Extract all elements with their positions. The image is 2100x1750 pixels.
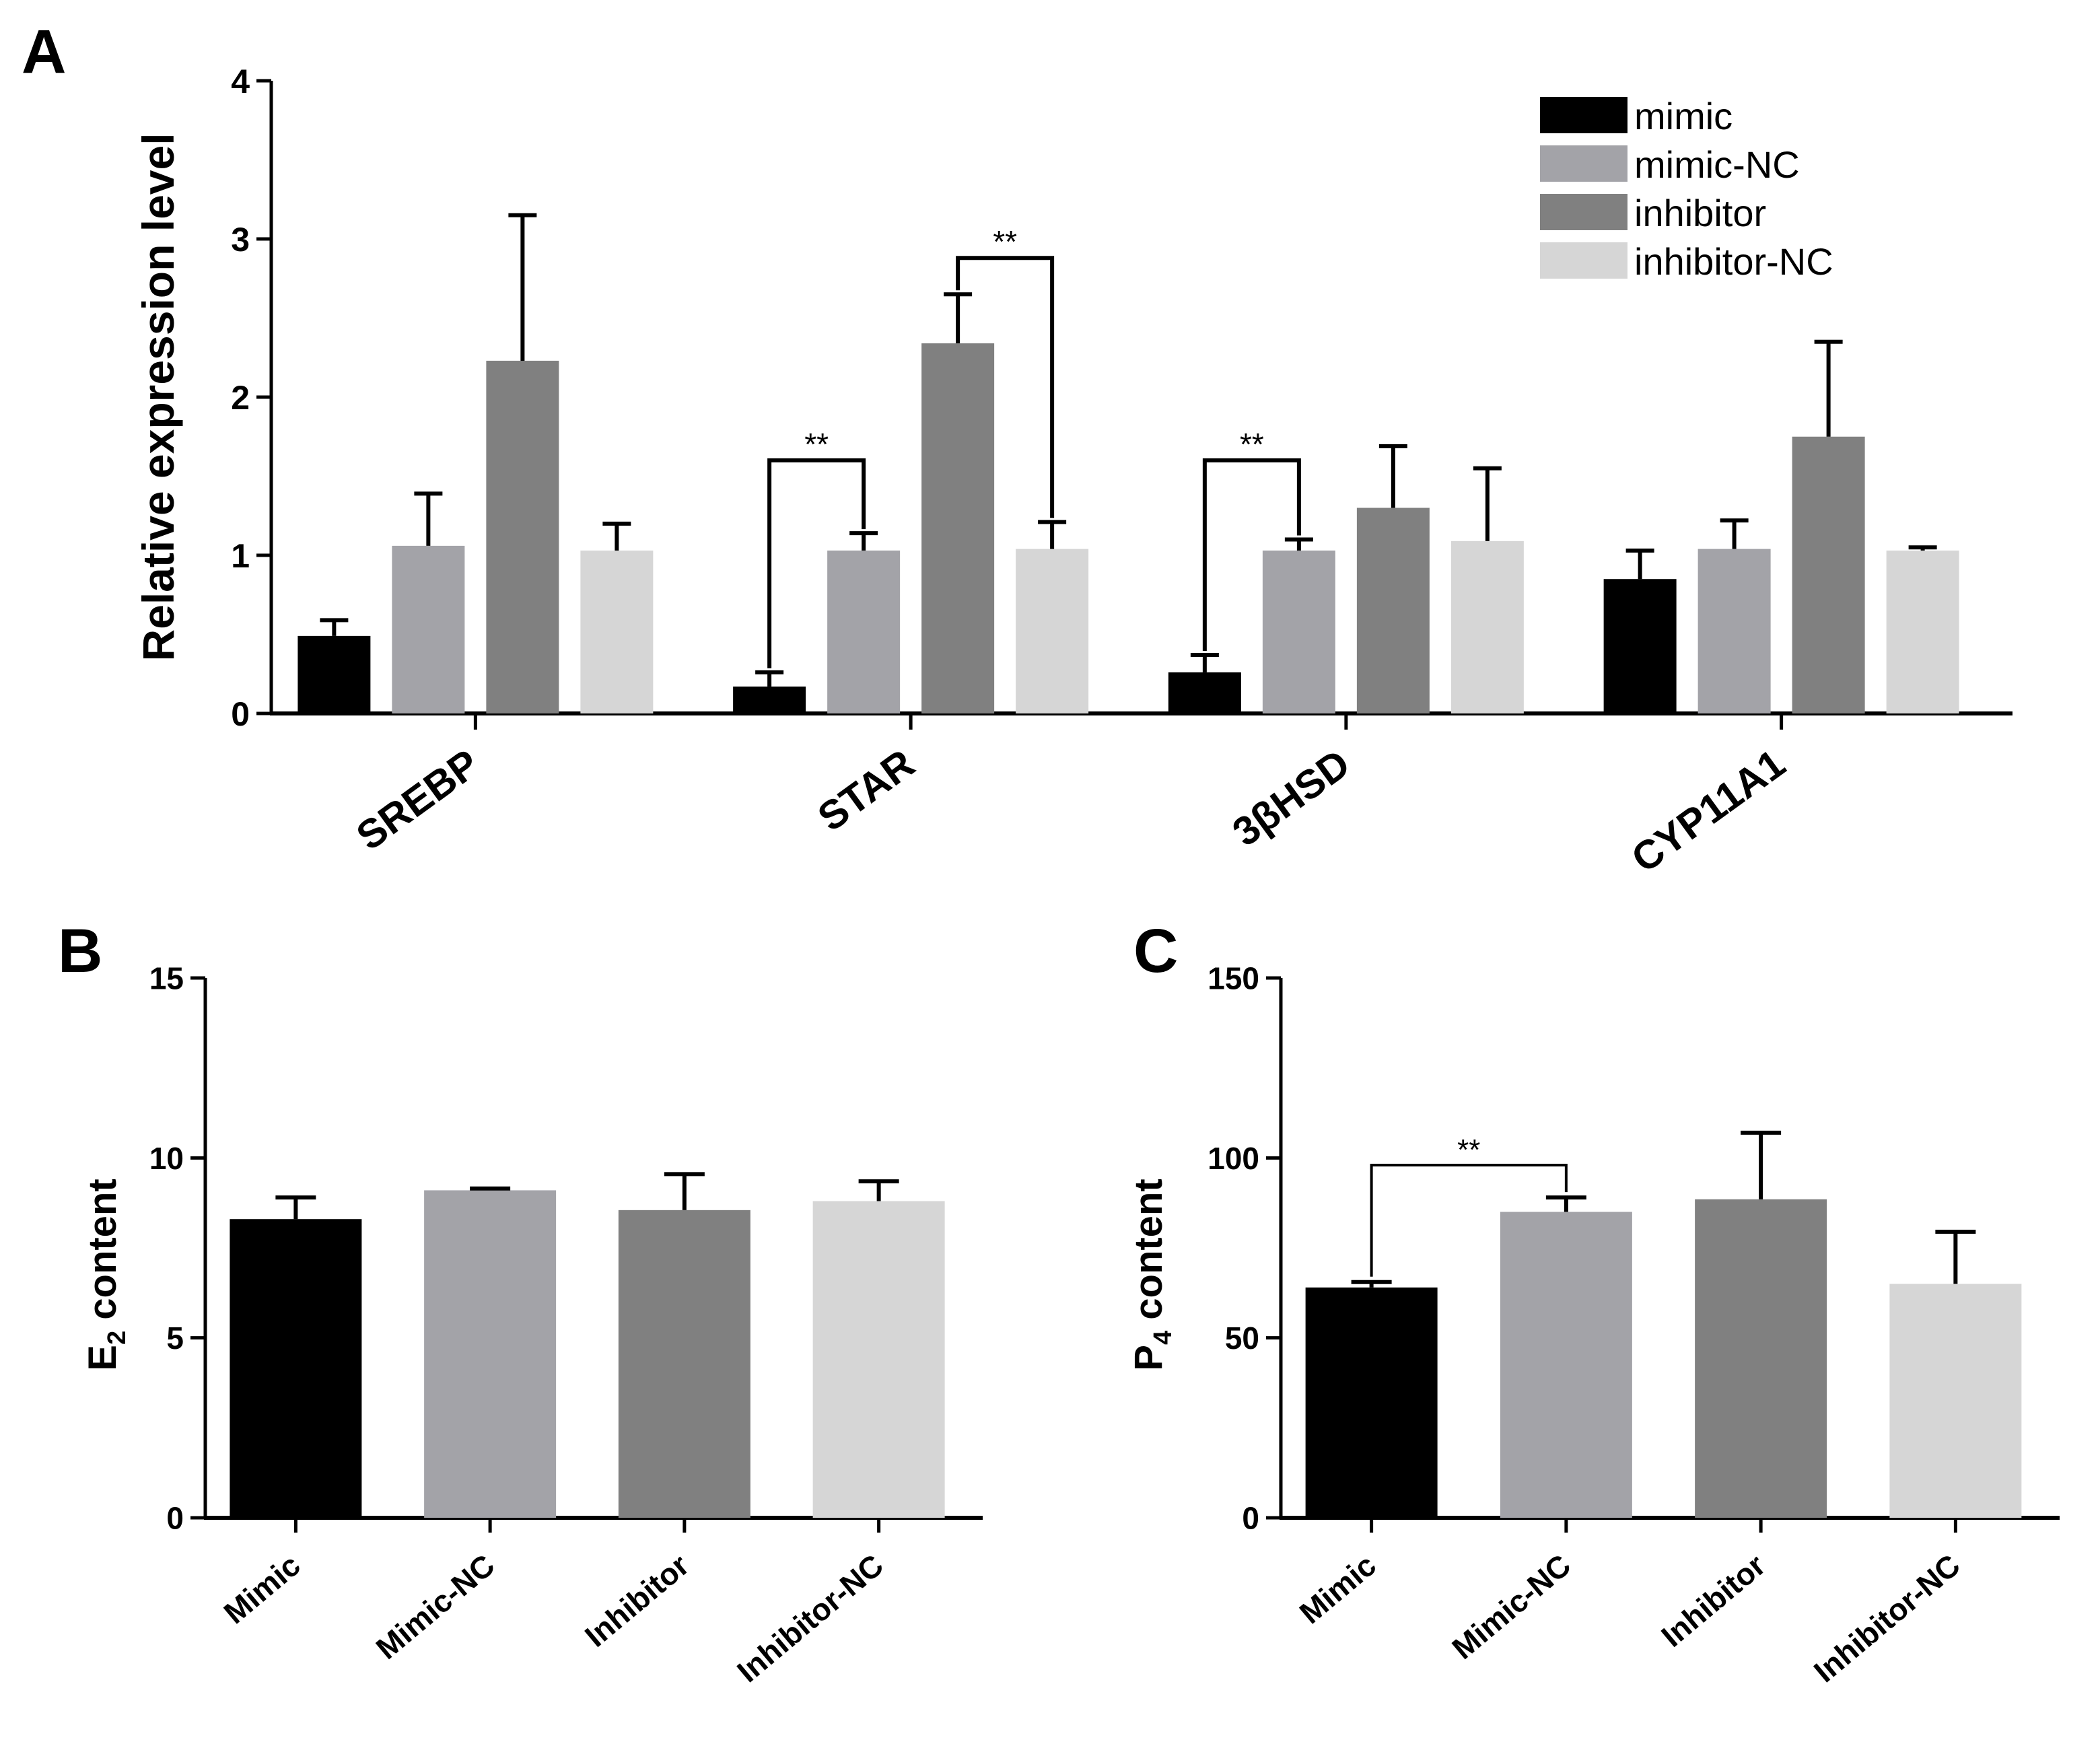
panel-a-x-tick-label: 3βHSD <box>1224 740 1358 855</box>
panel-b-x-tick-label: Inhibitor-NC <box>730 1547 890 1689</box>
panel-a-bar <box>733 687 806 713</box>
panel-a-x-tick-label: SREBP <box>348 740 487 859</box>
panel-a-bar <box>580 550 654 713</box>
panel-c-y-tick-label: 0 <box>1242 1501 1259 1536</box>
panel-b-bar <box>618 1210 750 1518</box>
panel-b-y-axis-label-subscript: 2 <box>103 1331 131 1345</box>
panel-a-y-tick-label: 2 <box>231 379 250 417</box>
panel-c-y-tick-label: 100 <box>1208 1141 1259 1176</box>
panel-a-bar <box>1450 540 1524 713</box>
panel-a-legend-label: inhibitor-NC <box>1634 240 1833 283</box>
panel-a-significance-label: ** <box>1240 427 1264 462</box>
panel-a-bar <box>486 360 559 713</box>
panel-a-y-tick-label: 0 <box>231 695 250 733</box>
panel-a-legend-label: inhibitor <box>1634 192 1766 234</box>
panel-b-x-tick-label: Mimic <box>217 1547 307 1631</box>
panel-c-x-tick-label: Inhibitor <box>1654 1547 1772 1654</box>
panel-c-y-axis-label-rest: content <box>1127 1179 1170 1331</box>
panel-a-x-tick-label: CYP11A1 <box>1623 740 1794 881</box>
panel-c-significance-bracket <box>1370 1164 1568 1277</box>
panel-b-y-axis-label-main: E <box>81 1345 125 1371</box>
panel-a-bar <box>1356 508 1430 713</box>
panel-a-legend-swatch <box>1540 194 1628 230</box>
panel-a-significance-bracket <box>956 256 1055 518</box>
panel-c-y-axis-label-subscript: 4 <box>1149 1331 1177 1345</box>
panel-b-bar <box>812 1201 945 1518</box>
panel-a-bar <box>1792 436 1865 713</box>
panel-c-bar <box>1500 1212 1632 1518</box>
panel-a-legend-swatch <box>1540 242 1628 279</box>
panel-b-x-tick-label: Inhibitor <box>578 1547 695 1654</box>
panel-a-y-tick-label: 3 <box>231 221 250 258</box>
panel-c-x-tick-label: Mimic <box>1293 1547 1382 1631</box>
panel-b-bar <box>230 1219 362 1518</box>
panel-a-significance-bracket <box>1202 458 1301 652</box>
panel-a-legend-swatch <box>1540 145 1628 182</box>
panel-b-y-tick-label: 10 <box>149 1141 184 1176</box>
panel-a-bar <box>1016 549 1089 713</box>
panel-a-significance-label: ** <box>993 224 1017 259</box>
panel-b-y-axis-label: E2 content <box>81 1179 131 1370</box>
panel-a-bar <box>1168 672 1241 713</box>
panel-c-letter: C <box>1133 917 1178 985</box>
panel-a-bar <box>392 545 465 713</box>
panel-c-significance-label: ** <box>1457 1133 1480 1166</box>
panel-b-y-tick-label: 0 <box>166 1501 184 1536</box>
panel-a-bar <box>1262 550 1335 713</box>
panel-c-x-tick-label: Inhibitor-NC <box>1807 1547 1967 1689</box>
panel-a-bar <box>1603 579 1677 713</box>
panel-a-legend-label: mimic <box>1634 95 1733 137</box>
panel-c-y-tick-label: 50 <box>1225 1321 1259 1356</box>
panel-c-y-axis-label-main: P <box>1127 1345 1170 1371</box>
panel-a-y-tick-label: 4 <box>231 63 250 100</box>
panel-a-bar <box>827 550 901 713</box>
panel-a-y-tick-label: 1 <box>231 537 250 575</box>
panel-c-bar <box>1695 1199 1827 1518</box>
panel-a-significance-label: ** <box>804 427 829 462</box>
panel-b-y-axis-label-rest: content <box>81 1179 125 1331</box>
panel-a-y-axis-label: Relative expression level <box>133 133 183 661</box>
panel-a-letter: A <box>22 18 66 86</box>
panel-b-y-tick-label: 15 <box>149 961 184 996</box>
panel-b-x-tick-label: Mimic-NC <box>370 1547 501 1666</box>
panel-a-significance-bracket <box>767 458 866 668</box>
panel-c-bar <box>1889 1284 2022 1518</box>
panel-a-legend-label: mimic-NC <box>1634 143 1800 186</box>
panel-c-x-tick-label: Mimic-NC <box>1445 1547 1577 1666</box>
panel-a-bar <box>298 635 371 713</box>
panel-b-y-tick-label: 5 <box>166 1321 184 1356</box>
panel-a-legend-swatch <box>1540 97 1628 133</box>
panel-c-chart: 0 50 100 150 P4 content Mimic Mimic-NC Inhibito… <box>1127 961 2060 1689</box>
panel-b-bar <box>424 1190 557 1518</box>
panel-c-y-axis-label: P4 content <box>1127 1179 1177 1370</box>
panel-a-bar <box>1886 550 1959 713</box>
panel-a-chart: 0 1 2 3 4 Relative expression level SREBP STAR 3… <box>133 63 2013 881</box>
panel-a-bar <box>921 343 995 714</box>
panel-a-bar <box>1698 549 1771 713</box>
panel-b-letter: B <box>58 917 102 985</box>
panel-c-y-tick-label: 150 <box>1208 961 1259 996</box>
panel-c-bar <box>1305 1287 1438 1518</box>
panel-b-chart: 0 5 10 15 E2 content Mimic Mimic-NC Inhibitor In… <box>81 961 983 1689</box>
panel-a-x-tick-label: STAR <box>810 740 923 840</box>
